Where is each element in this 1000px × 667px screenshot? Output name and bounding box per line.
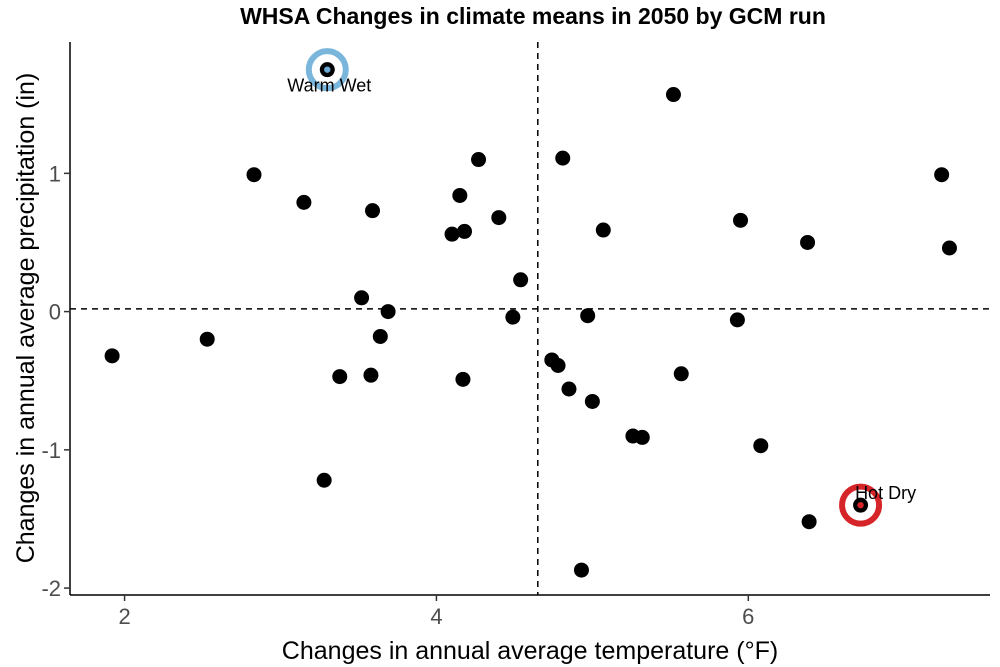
- data-point: [665, 87, 681, 103]
- data-point: [296, 194, 312, 210]
- y-tick-label: 1: [49, 161, 61, 186]
- data-point: [584, 393, 600, 409]
- chart-title: WHSA Changes in climate means in 2050 by…: [240, 3, 826, 29]
- data-point: [934, 167, 950, 183]
- data-point: [365, 203, 381, 219]
- x-tick-label: 4: [430, 604, 442, 629]
- y-tick-label: -2: [41, 576, 61, 601]
- x-tick-label: 6: [742, 604, 754, 629]
- data-point: [580, 308, 596, 324]
- highlight-ring: [305, 48, 349, 92]
- highlight-markers: Warm Wet Hot Dry: [287, 48, 916, 527]
- data-point: [673, 366, 689, 382]
- data-point: [733, 212, 749, 228]
- data-point: [332, 369, 348, 385]
- data-point: [246, 167, 262, 183]
- data-point: [634, 429, 650, 445]
- data-point: [491, 210, 507, 226]
- data-point: [363, 367, 379, 383]
- x-tick-label: 2: [118, 604, 130, 629]
- highlight-center: [857, 501, 864, 509]
- data-point: [199, 331, 215, 347]
- data-point: [800, 234, 816, 250]
- highlight-label: Hot Dry: [855, 483, 916, 503]
- y-axis-label: Changes in annual average precipitation …: [12, 73, 40, 564]
- data-point: [372, 328, 388, 344]
- data-point: [550, 358, 566, 374]
- data-point: [555, 150, 571, 166]
- highlight-center: [324, 66, 331, 73]
- data-point: [561, 381, 577, 397]
- data-point: [471, 152, 487, 168]
- x-axis-label: Changes in annual average temperature (°…: [282, 637, 778, 665]
- highlight-label: Warm Wet: [287, 76, 371, 96]
- data-point: [452, 187, 468, 203]
- data-point: [573, 562, 589, 578]
- data-point: [455, 371, 471, 387]
- data-point: [316, 472, 332, 488]
- data-points: [104, 62, 957, 578]
- y-tick-label: 0: [49, 300, 61, 325]
- data-point: [444, 226, 460, 242]
- data-point: [941, 240, 957, 256]
- data-point: [505, 309, 521, 325]
- y-tick-label: -1: [41, 438, 61, 463]
- data-point: [801, 514, 817, 530]
- data-point: [380, 304, 396, 320]
- data-point: [354, 290, 370, 306]
- data-point: [729, 312, 745, 328]
- data-point: [595, 222, 611, 238]
- data-point: [513, 272, 529, 288]
- reference-lines: [70, 42, 990, 595]
- highlight-ring: [839, 483, 883, 527]
- data-point: [457, 223, 473, 239]
- x-axis-ticks: 2 4 6: [118, 595, 754, 629]
- data-point: [753, 438, 769, 454]
- data-point: [104, 348, 120, 364]
- y-axis-ticks: -2 -1 0 1: [41, 161, 70, 601]
